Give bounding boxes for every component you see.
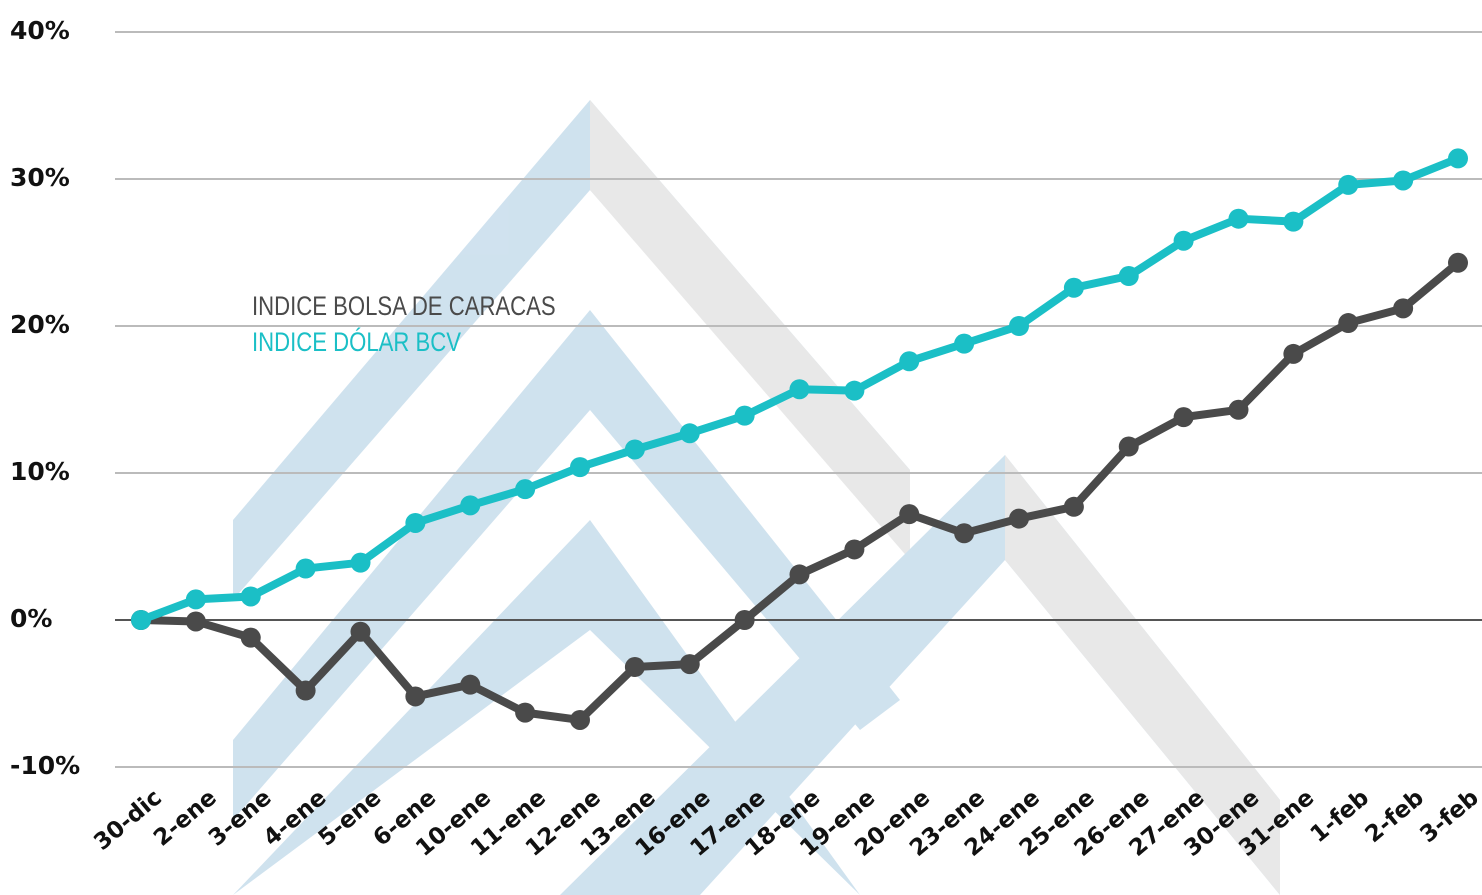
data-point — [899, 351, 920, 372]
data-point — [1338, 174, 1359, 195]
data-point — [734, 610, 755, 630]
data-point — [1448, 252, 1468, 273]
x-tick-label: 2-ene — [149, 785, 222, 852]
data-point — [1338, 313, 1359, 334]
data-point — [350, 552, 371, 573]
data-point — [954, 333, 975, 354]
x-tick-label: 2-feb — [1360, 785, 1429, 848]
data-point — [1173, 230, 1194, 251]
data-point — [954, 523, 975, 544]
data-point — [1448, 148, 1468, 169]
y-tick-label: 20% — [10, 310, 70, 339]
data-point — [185, 611, 206, 632]
data-point — [679, 654, 700, 675]
y-tick-label: 30% — [10, 163, 70, 192]
data-point — [350, 621, 371, 642]
data-point — [295, 680, 316, 701]
x-tick-label: 3-feb — [1415, 785, 1482, 848]
y-tick-label: 0% — [10, 604, 52, 633]
data-point — [789, 564, 810, 585]
data-point — [240, 627, 261, 648]
data-point — [789, 379, 810, 400]
x-tick-label: 1-feb — [1306, 785, 1375, 848]
data-point — [240, 586, 261, 607]
data-point — [131, 610, 151, 630]
data-point — [1228, 208, 1249, 229]
watermark — [233, 100, 1280, 895]
data-point — [1283, 343, 1304, 364]
data-point — [1283, 211, 1304, 232]
data-point — [1393, 170, 1414, 191]
data-point — [734, 405, 755, 426]
data-point — [460, 674, 481, 695]
data-point — [679, 423, 700, 444]
data-point — [844, 539, 865, 560]
data-point — [1228, 399, 1249, 420]
data-point — [1393, 298, 1414, 319]
y-tick-label: 10% — [10, 457, 70, 486]
y-tick-label: 40% — [10, 16, 70, 45]
data-point — [460, 495, 481, 516]
data-point — [405, 512, 426, 533]
data-point — [1118, 266, 1139, 287]
data-point — [1173, 407, 1194, 428]
data-point — [295, 558, 316, 579]
data-point — [1063, 496, 1084, 517]
data-point — [405, 686, 426, 707]
x-tick-label: 30-dic — [89, 785, 167, 856]
data-point — [624, 439, 645, 460]
data-point — [1009, 316, 1029, 336]
data-point — [624, 657, 645, 678]
data-point — [570, 709, 590, 730]
y-tick-label: -10% — [10, 751, 80, 780]
data-point — [1009, 508, 1029, 529]
data-point — [570, 457, 590, 478]
data-point — [1118, 436, 1139, 457]
data-point — [185, 589, 206, 610]
data-point — [899, 504, 920, 525]
data-point — [515, 479, 536, 500]
legend-entry: INDICE DÓLAR BCV — [252, 328, 461, 358]
legend-entry: INDICE BOLSA DE CARACAS — [252, 292, 556, 322]
data-point — [1063, 277, 1084, 298]
data-point — [844, 380, 865, 401]
data-point — [515, 702, 536, 723]
